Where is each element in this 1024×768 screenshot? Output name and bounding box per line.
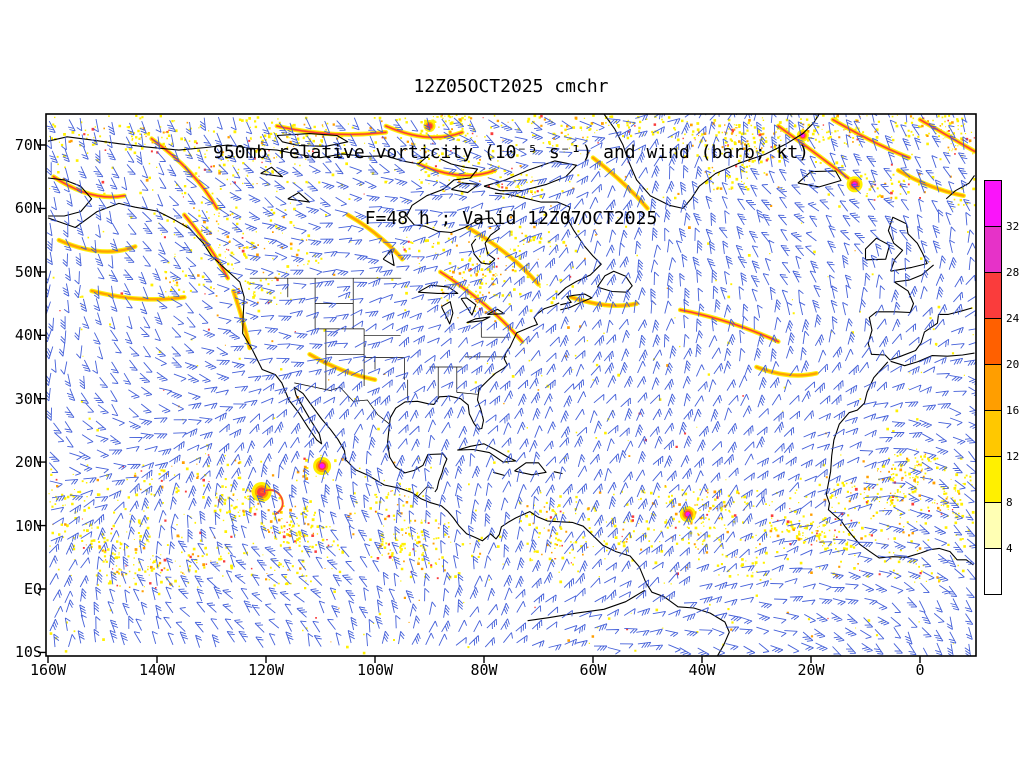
- coastline-path: [487, 308, 505, 315]
- chart-header: 12Z05OCT2025 cmchr 950mb relative vortic…: [46, 32, 976, 274]
- vorticity-filament: [417, 163, 496, 177]
- lon-tick-label: 0: [915, 661, 925, 679]
- colorbar-segment: [985, 548, 1001, 594]
- vorticity-maximum: [319, 463, 325, 469]
- vorticity-filament: [466, 226, 540, 286]
- chart-subtitle: 950mb relative vorticity (10⁻⁵ s⁻¹) and …: [212, 142, 810, 163]
- lat-tick-label: 70N: [14, 136, 42, 154]
- colorbar-label: 24: [1006, 312, 1020, 325]
- colorbar-label: 28: [1006, 266, 1020, 279]
- coastline-path: [466, 316, 491, 324]
- colorbar-segment: [985, 226, 1001, 272]
- colorbar-label: 20: [1006, 358, 1020, 371]
- coastline-path: [890, 352, 975, 367]
- vorticity-filament: [919, 118, 976, 152]
- colorbar-label: 12: [1006, 450, 1020, 463]
- lon-tick-label: 60W: [579, 661, 607, 679]
- coastline-path: [386, 302, 560, 474]
- coastline-path: [287, 192, 311, 203]
- vorticity-filament: [307, 352, 378, 382]
- colorbar-label: 8: [1006, 496, 1013, 509]
- colorbar-segment: [985, 502, 1001, 548]
- coastline-path: [603, 114, 820, 209]
- colorbar-segment: [985, 410, 1001, 456]
- vorticity-filament: [570, 296, 638, 307]
- lat-tick-label: 40N: [14, 326, 42, 345]
- lat-tick-label: 10S: [14, 643, 42, 662]
- vorticity-filament: [777, 125, 856, 184]
- colorbar-segment: [985, 318, 1001, 364]
- vorticity-filament: [308, 353, 377, 381]
- border-line: [456, 392, 478, 395]
- lon-tick-label: 100W: [356, 661, 394, 679]
- vorticity-filament: [346, 213, 404, 261]
- coastline-path: [460, 297, 477, 316]
- vorticity-filament: [150, 138, 218, 210]
- vorticity-filament: [897, 169, 965, 197]
- coastline-path: [527, 589, 646, 622]
- coastline-path: [470, 238, 496, 265]
- colorbar-segment: [985, 456, 1001, 502]
- colorbar-label: 16: [1006, 404, 1020, 417]
- lon-tick-label: 20W: [797, 661, 825, 679]
- lat-tick-label: 10N: [14, 516, 42, 535]
- coastline-path: [47, 202, 730, 656]
- vorticity-filament: [261, 489, 284, 515]
- map-frame: [45, 113, 977, 657]
- coastline-path: [457, 443, 517, 463]
- coastline-path: [494, 192, 602, 296]
- lon-tick-label: 40W: [688, 661, 716, 679]
- lat-tick-label: 30N: [14, 389, 42, 408]
- coastline-path: [406, 158, 500, 260]
- colorbar-segment: [985, 272, 1001, 318]
- axis-tick-marks: [38, 144, 921, 663]
- coastline-path: [47, 136, 430, 165]
- vorticity-filament: [439, 271, 523, 343]
- coastline-path: [596, 270, 633, 293]
- vorticity-filament: [679, 309, 779, 343]
- lat-tick-label: 50N: [14, 262, 42, 281]
- vorticity-filament: [591, 156, 649, 210]
- lon-tick-label: 160W: [29, 661, 67, 679]
- vorticity-filament: [183, 214, 229, 279]
- coastline-path: [560, 293, 593, 311]
- colorbar-label: 32: [1006, 220, 1020, 233]
- lon-tick-label: 80W: [470, 661, 498, 679]
- lon-tick-label: 140W: [138, 661, 176, 679]
- coastline-path: [864, 237, 891, 261]
- coastline-path: [451, 182, 480, 194]
- colorbar: [984, 180, 1002, 595]
- coastline-path: [867, 264, 972, 361]
- lat-tick-label: 20N: [14, 453, 42, 472]
- coastline-path: [441, 301, 454, 325]
- coastline-path: [276, 133, 349, 147]
- border-line: [294, 382, 391, 425]
- vorticity-filament: [276, 125, 387, 136]
- chart-forecast-line: F=48 h ; Valid 12Z07OCT2025: [364, 208, 658, 229]
- chart-title: 12Z05OCT2025 cmchr: [413, 76, 609, 97]
- coastline-path: [483, 160, 578, 192]
- wind-barb-field: [46, 114, 976, 656]
- lat-tick-label: EQ: [23, 580, 42, 598]
- coastline-path: [825, 361, 974, 566]
- vorticity-filament: [385, 125, 463, 138]
- colorbar-segment: [985, 364, 1001, 410]
- vorticity-filament: [755, 365, 818, 377]
- vorticity-filament: [52, 176, 125, 198]
- coastline-path: [47, 177, 93, 217]
- coastline-path: [434, 453, 448, 493]
- vorticity-filament: [90, 289, 186, 301]
- map-content: [46, 114, 976, 656]
- colorbar-segment: [985, 181, 1001, 226]
- coastline-path: [514, 462, 547, 476]
- coastline-path: [797, 170, 842, 188]
- lat-tick-label: 60N: [14, 199, 42, 218]
- lon-tick-label: 120W: [247, 661, 285, 679]
- colorbar-label: 4: [1006, 542, 1013, 555]
